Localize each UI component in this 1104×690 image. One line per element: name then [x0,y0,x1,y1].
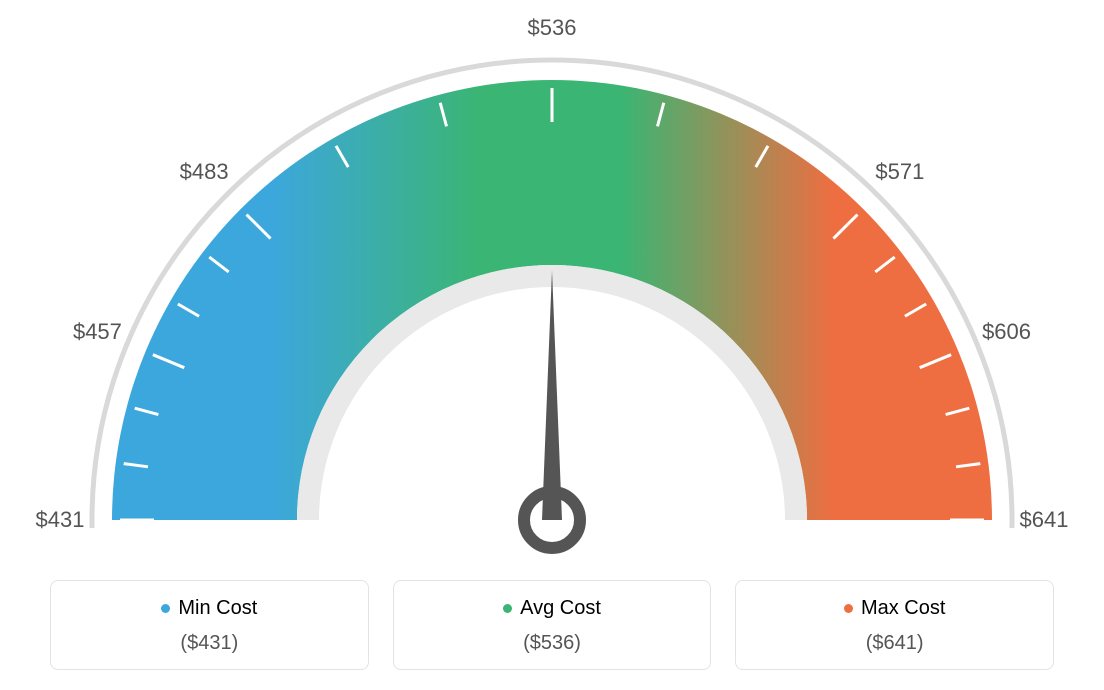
legend-value: ($536) [404,632,701,655]
gauge-tick-label: $457 [73,319,122,345]
gauge-svg [0,0,1104,560]
gauge-tick-label: $536 [528,15,577,41]
legend-card-avg: Avg Cost ($536) [393,580,712,670]
gauge-area: $431 $457 $483 $536 $571 $606 $641 [0,0,1104,560]
legend-card-min: Min Cost ($431) [50,580,369,670]
legend-title-max: Max Cost [844,597,945,620]
legend-title-min: Min Cost [161,597,257,620]
legend-row: Min Cost ($431) Avg Cost ($536) Max Cost… [50,580,1054,670]
dot-icon [161,604,170,613]
gauge-needle [542,270,562,520]
gauge-tick-label: $606 [982,319,1031,345]
legend-value: ($641) [746,632,1043,655]
gauge-tick-label: $431 [36,507,85,533]
legend-value: ($431) [61,632,358,655]
gauge-tick-label: $641 [1020,507,1069,533]
cost-gauge-chart: $431 $457 $483 $536 $571 $606 $641 Min Cost ($… [0,0,1104,690]
dot-icon [844,604,853,613]
gauge-tick-label: $571 [875,159,924,185]
legend-title-avg: Avg Cost [503,597,601,620]
gauge-tick-label: $483 [180,159,229,185]
legend-card-max: Max Cost ($641) [735,580,1054,670]
legend-label: Max Cost [861,597,945,620]
dot-icon [503,604,512,613]
legend-label: Avg Cost [520,597,601,620]
legend-label: Min Cost [178,597,257,620]
